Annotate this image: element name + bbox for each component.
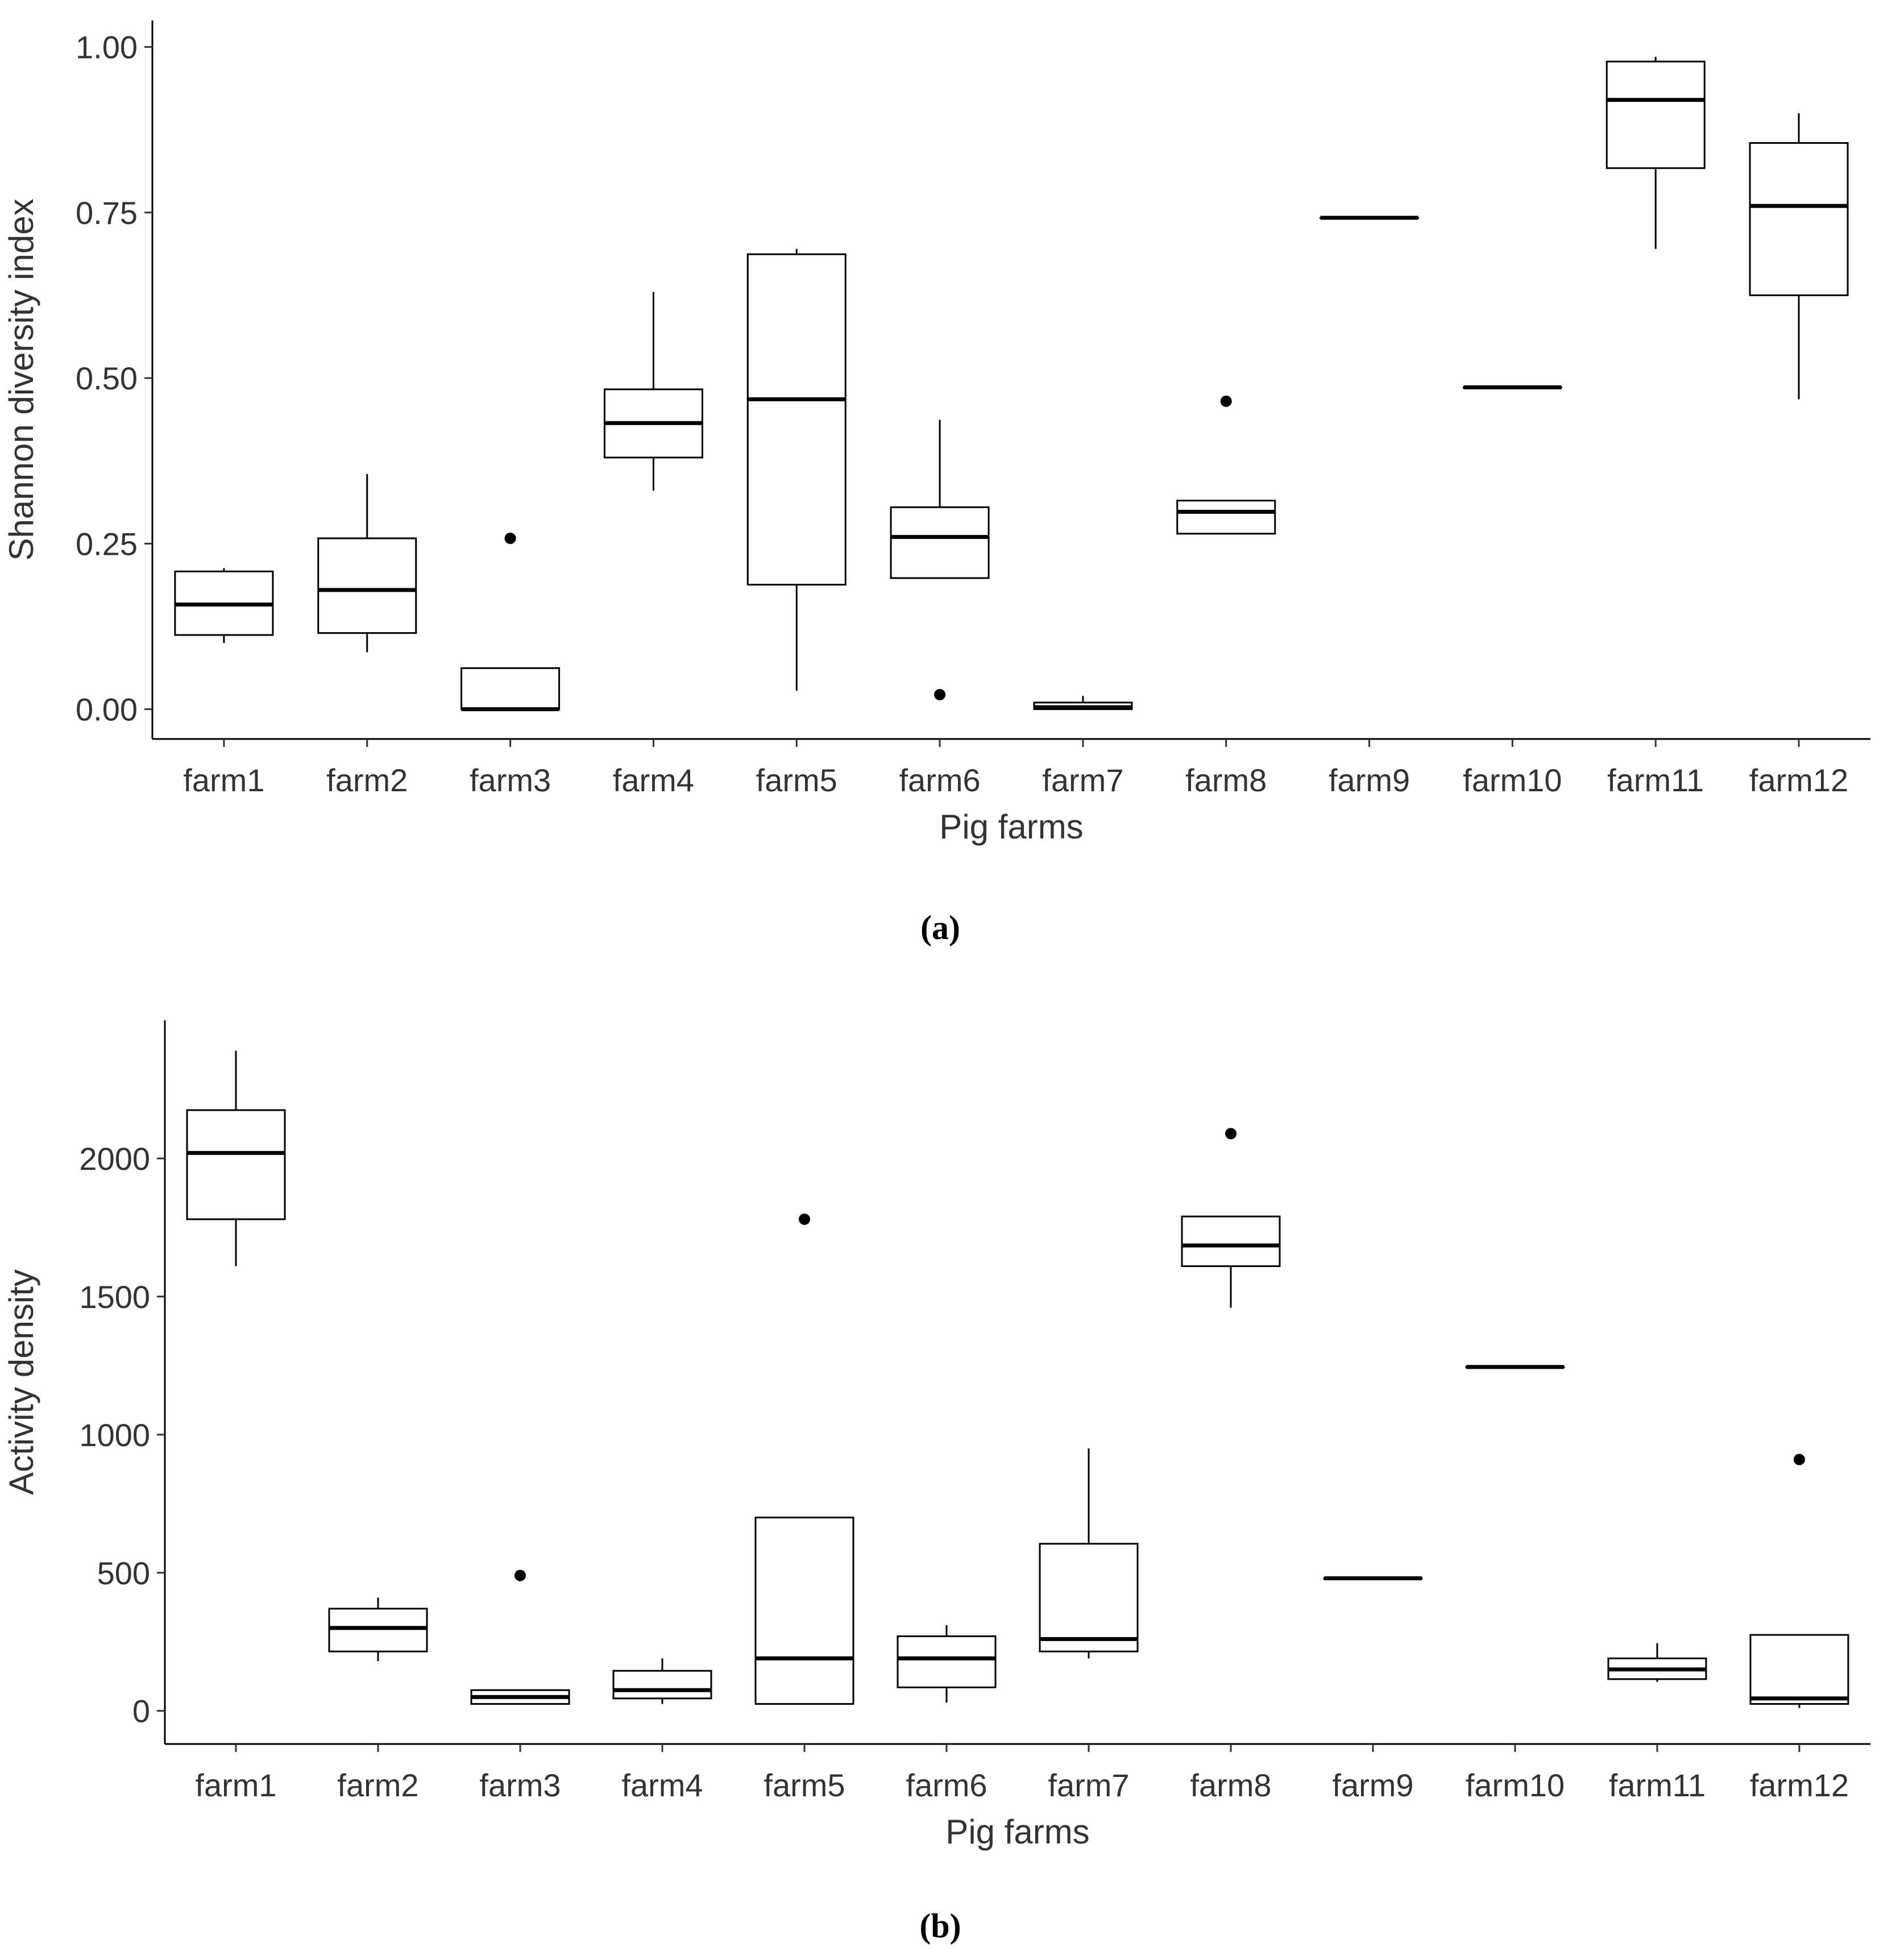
outlier-point <box>1220 395 1232 407</box>
panel-caption: (a) <box>920 909 960 946</box>
box-iqr <box>1181 1215 1281 1267</box>
x-tick-label: farm2 <box>337 1767 418 1803</box>
y-tick-label: 0.25 <box>76 526 138 562</box>
box-farm12 <box>1749 1454 1849 1708</box>
box-farm9 <box>1323 1576 1423 1580</box>
box-farm3 <box>470 1569 570 1705</box>
box-farm10 <box>1462 385 1562 389</box>
box-iqr <box>317 537 417 634</box>
box-iqr <box>1039 1543 1139 1652</box>
x-axis-title: Pig farms <box>939 808 1083 846</box>
box-iqr <box>1749 1634 1849 1705</box>
x-tick-label: farm5 <box>764 1767 845 1803</box>
y-axis-title: Activity density <box>2 1269 40 1495</box>
x-tick-label: farm3 <box>479 1767 561 1803</box>
box-farm7 <box>1039 1448 1139 1659</box>
y-tick-label: 2000 <box>79 1141 150 1177</box>
box-iqr <box>897 1635 997 1688</box>
x-tick-label: farm7 <box>1048 1767 1129 1803</box>
outlier-point <box>1794 1454 1805 1465</box>
x-tick-label: farm1 <box>195 1767 276 1803</box>
box-farm12 <box>1749 113 1849 400</box>
outlier-point <box>934 688 946 700</box>
box-farm10 <box>1465 1365 1565 1369</box>
box-iqr <box>1605 60 1706 169</box>
outlier-point <box>504 533 516 545</box>
y-tick-label: 0.00 <box>76 692 138 728</box>
box-farm7 <box>1033 696 1133 711</box>
y-tick-label: 1.00 <box>76 30 138 65</box>
panel-caption: (b) <box>919 1907 961 1945</box>
x-tick-label: farm2 <box>326 762 408 798</box>
panel-b: 0 500 1000 1500 2000 farm1 farm2 farm3 farm4 farm… <box>2 1020 1870 1945</box>
x-axis-title: Pig farms <box>945 1813 1089 1851</box>
x-tick-label: farm11 <box>1607 762 1704 798</box>
outlier-point <box>799 1213 810 1225</box>
x-tick-label: farm4 <box>621 1767 703 1803</box>
box-farm1 <box>186 1050 286 1266</box>
box-farm4 <box>612 1658 712 1704</box>
x-tick-label: farm10 <box>1463 762 1562 798</box>
box-iqr <box>1749 142 1849 296</box>
x-tick-label: farm4 <box>613 762 694 798</box>
x-tick-label: farm8 <box>1185 762 1267 798</box>
panel-a: 0.00 0.25 0.50 0.75 1.00 farm1 farm2 farm3 farm4… <box>2 20 1870 946</box>
box-farm8 <box>1176 395 1276 535</box>
x-tick-label: farm10 <box>1466 1767 1565 1803</box>
y-tick-label: 500 <box>97 1555 150 1591</box>
x-tick-label: farm11 <box>1609 1767 1706 1803</box>
box-farm4 <box>603 292 703 491</box>
outlier-point <box>1225 1128 1237 1140</box>
x-tick-label: farm6 <box>899 762 981 798</box>
x-tick-label: farm8 <box>1190 1767 1271 1803</box>
box-iqr <box>460 667 561 711</box>
x-tick-label: farm5 <box>756 762 837 798</box>
box-farm6 <box>897 1625 997 1703</box>
x-tick-label: farm7 <box>1042 762 1123 798</box>
box-farm5 <box>746 248 847 691</box>
x-tick-label: farm12 <box>1749 762 1848 798</box>
y-tick-label: 0.75 <box>76 195 138 231</box>
x-tick-label: farm9 <box>1332 1767 1413 1803</box>
y-tick-label: 1500 <box>79 1279 150 1315</box>
box-iqr <box>328 1608 428 1652</box>
outlier-point <box>515 1569 526 1581</box>
y-tick-label: 1000 <box>79 1417 150 1453</box>
box-iqr <box>754 1517 854 1705</box>
box-farm8 <box>1181 1128 1281 1308</box>
box-farm11 <box>1605 57 1706 249</box>
x-tick-label: farm6 <box>906 1767 987 1803</box>
y-tick-label: 0.50 <box>76 360 138 396</box>
y-tick-label: 0 <box>132 1693 150 1729</box>
y-axis-title: Shannon diversity index <box>2 198 40 560</box>
box-farm11 <box>1607 1643 1707 1682</box>
box-farm3 <box>460 533 561 712</box>
box-iqr <box>186 1109 286 1220</box>
box-farm1 <box>174 568 274 643</box>
box-iqr <box>1176 500 1276 535</box>
box-farm6 <box>890 420 990 700</box>
box-farm2 <box>317 474 417 653</box>
x-tick-label: farm12 <box>1750 1767 1849 1803</box>
box-iqr <box>890 506 990 579</box>
box-farm2 <box>328 1597 428 1662</box>
x-tick-label: farm3 <box>470 762 551 798</box>
box-iqr <box>612 1670 712 1700</box>
x-tick-label: farm9 <box>1329 762 1410 798</box>
box-farm5 <box>754 1213 854 1705</box>
box-iqr <box>746 253 847 586</box>
x-tick-label: farm1 <box>183 762 264 798</box>
